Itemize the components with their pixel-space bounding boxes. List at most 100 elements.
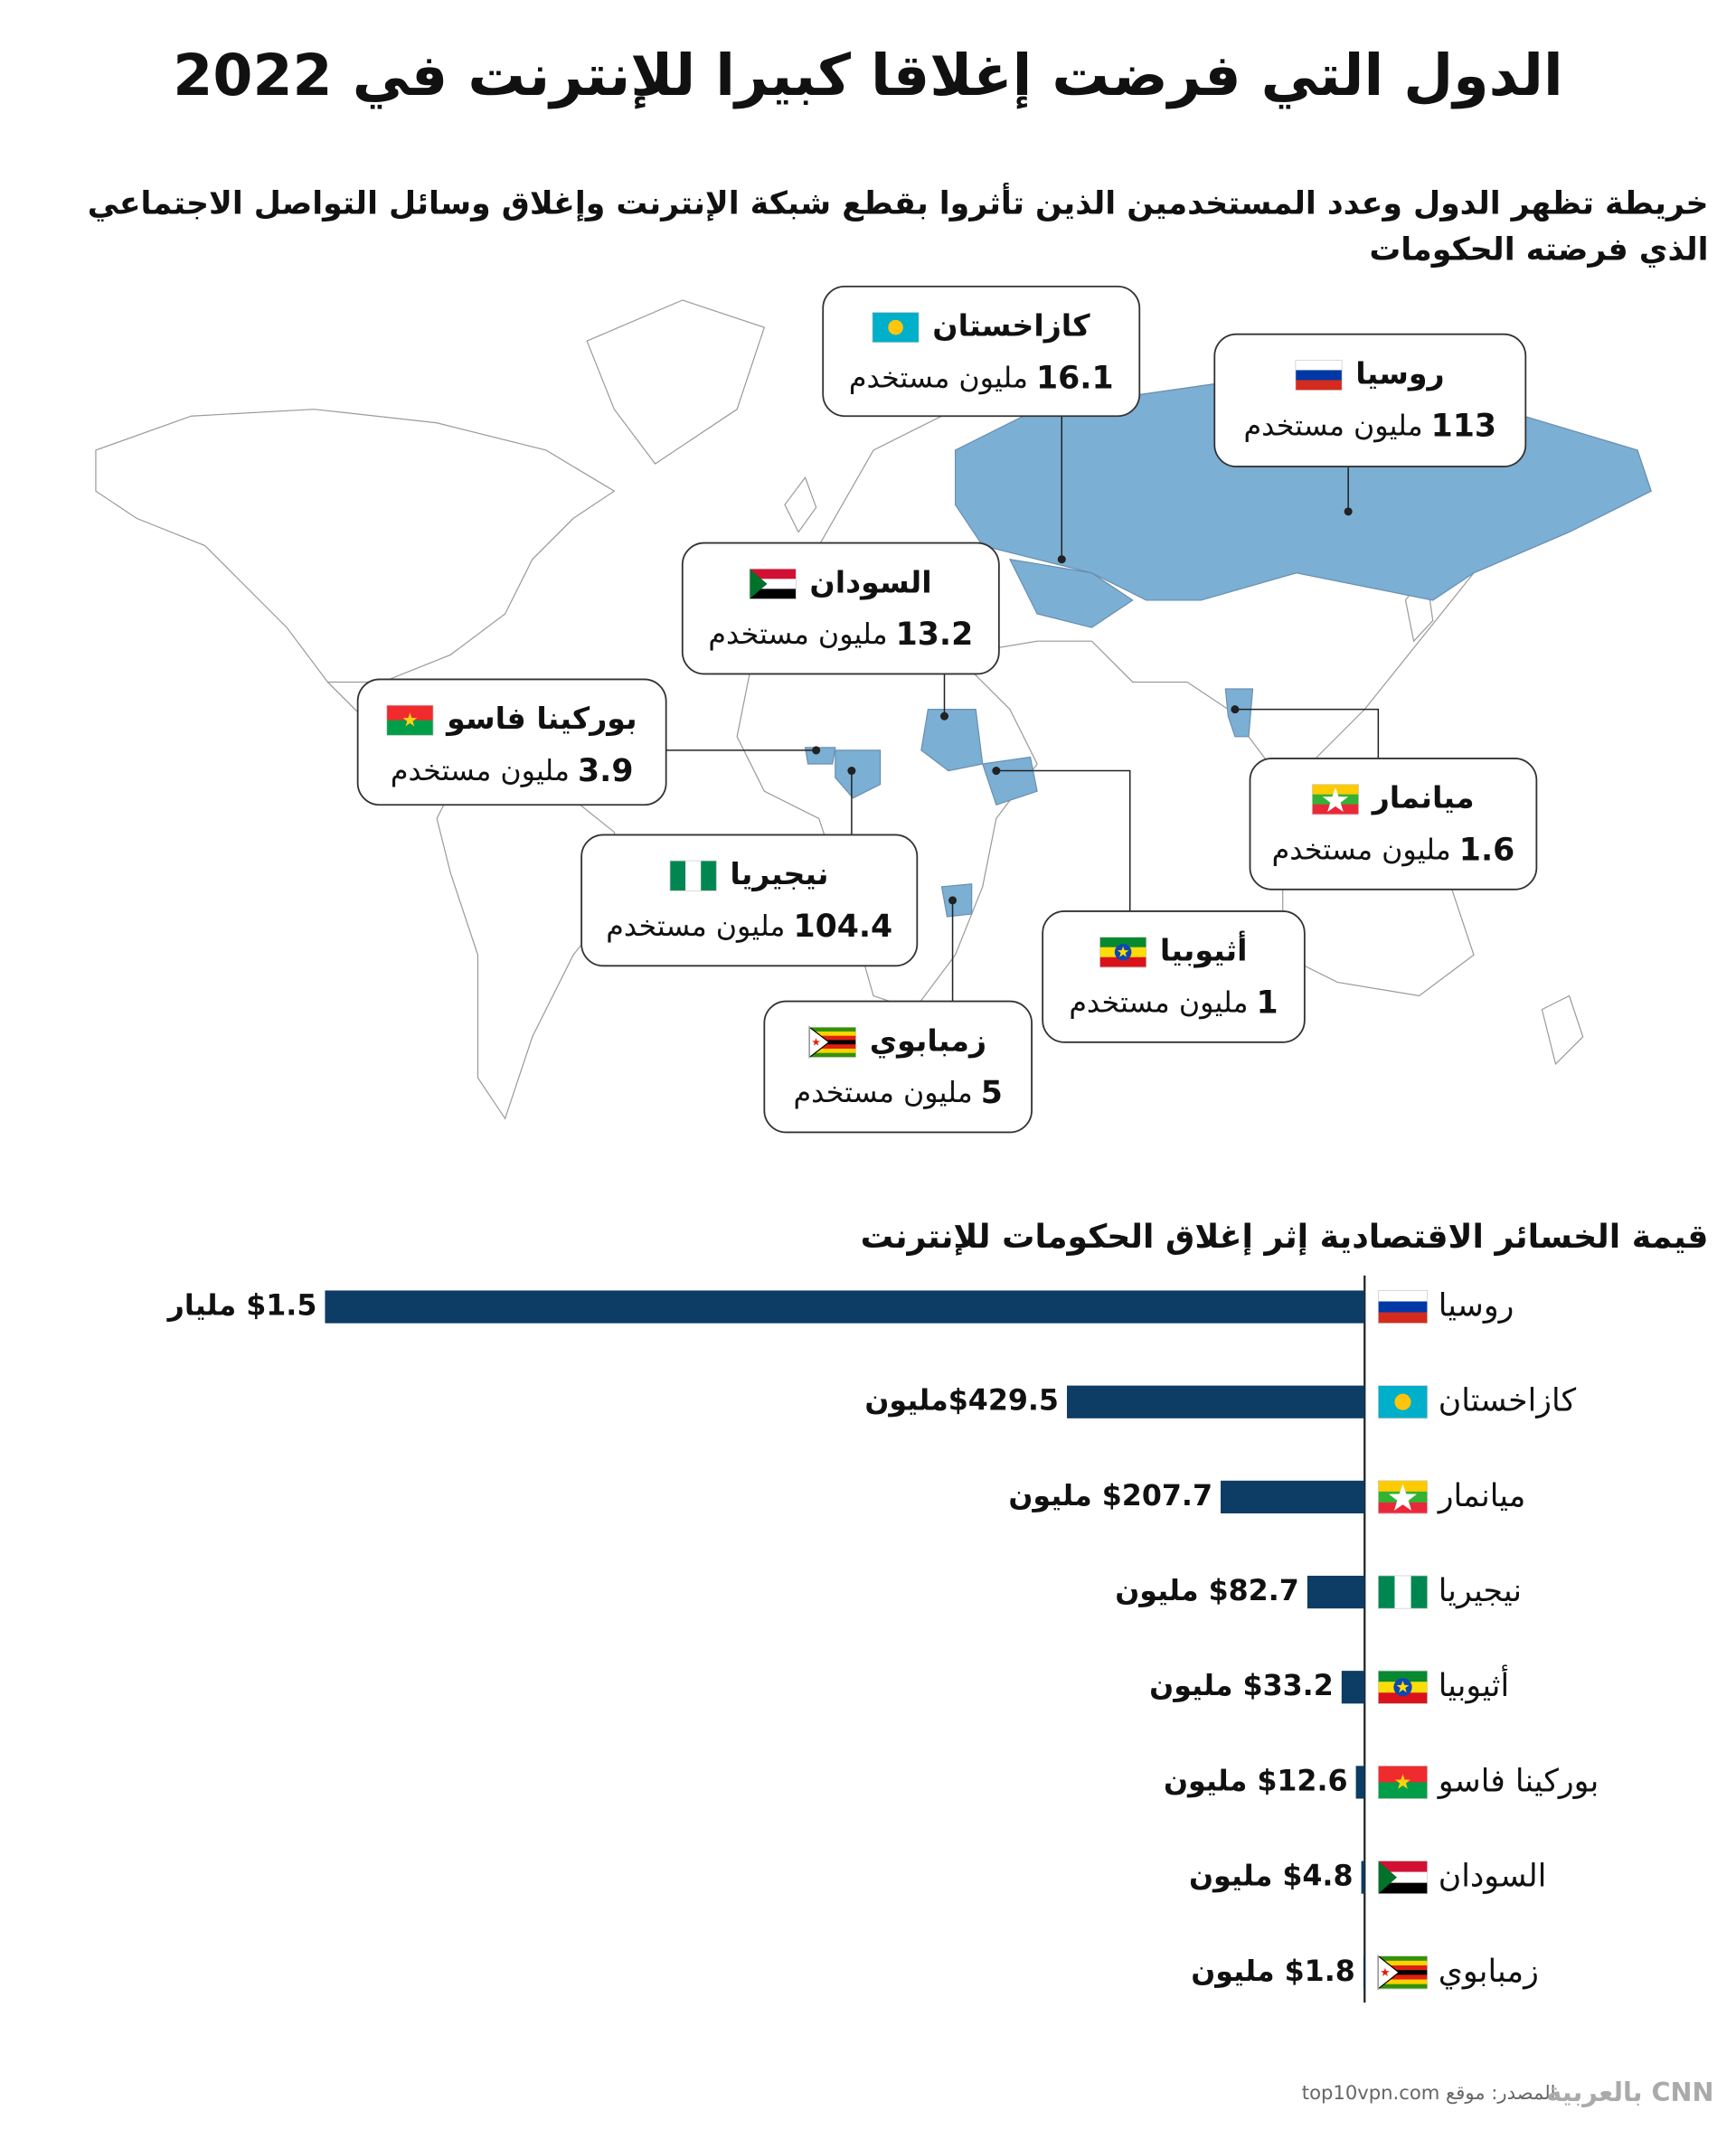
bar: [325, 1290, 1365, 1324]
country-name: ميانمار: [1371, 780, 1475, 815]
country-name: السودان: [809, 564, 931, 600]
flag-stripe: [1378, 1782, 1428, 1799]
land: [586, 299, 766, 465]
category-label: زمبابوي: [1439, 1954, 1539, 1990]
category-label: كازاخستان: [1439, 1383, 1577, 1419]
flag-border: [1377, 1670, 1429, 1704]
value-label: $33.2 مليون: [1149, 1670, 1334, 1702]
leader-line: [1234, 708, 1380, 759]
user-unit: مليون مستخدم: [794, 1077, 973, 1109]
flag-stripe: [1099, 956, 1146, 968]
callout-box: [822, 285, 1141, 418]
flag-stripe: [809, 1027, 856, 1032]
category-label: ميانمار: [1437, 1478, 1526, 1514]
callout-box: [580, 834, 919, 967]
land: [784, 476, 817, 533]
user-count: 113: [1431, 408, 1496, 444]
subtitle: الذي فرضته الحكومات: [1369, 232, 1708, 269]
country-name: زمبابوي: [870, 1022, 986, 1059]
location-dot: [939, 711, 949, 721]
flag-border: [808, 1026, 857, 1058]
user-count: 3.9: [578, 753, 633, 789]
flag-stripe: [809, 1040, 856, 1045]
highlighted-country: [835, 749, 882, 799]
callout-box: [681, 542, 1000, 675]
bar: [1361, 1861, 1365, 1894]
location-dot: [1231, 705, 1240, 714]
flag-star: [1396, 1681, 1410, 1693]
flag-stripe: [1312, 804, 1359, 815]
flag-border: [1099, 937, 1147, 968]
bar: [1307, 1575, 1365, 1609]
flag-stripe: [1099, 937, 1146, 948]
user-unit: مليون مستخدم: [1069, 987, 1248, 1020]
location-dot: [948, 896, 958, 905]
user-count: 5: [981, 1075, 1003, 1111]
flag-star: [1117, 946, 1129, 957]
flag-stripe: [809, 1052, 856, 1058]
value-label: $1.8 مليون: [1191, 1955, 1355, 1988]
flag-stripe: [1378, 1970, 1428, 1975]
flag-star: [1381, 1967, 1390, 1976]
flag-star: [812, 1038, 820, 1046]
land: [95, 409, 616, 711]
land: [1541, 994, 1584, 1066]
flag-stripe: [1394, 1575, 1411, 1609]
flag-stripe: [670, 861, 686, 891]
bar: [1363, 1955, 1365, 1989]
flag-stripe: [750, 569, 797, 580]
category-label: أثيوبيا: [1439, 1664, 1509, 1704]
value-label: $207.7 مليون: [1008, 1480, 1212, 1512]
value-label: $1.5 مليار: [166, 1290, 317, 1323]
title: الدول التي فرضت إغلاقا كبيرا للإنترنت في…: [173, 42, 1562, 109]
value-label: $429.5مليون: [864, 1385, 1059, 1418]
flag-stripe: [1378, 1974, 1428, 1980]
flag-border: [386, 704, 434, 736]
flag-stripe: [685, 861, 702, 891]
callout-box: [356, 678, 667, 806]
user-unit: مليون مستخدم: [708, 618, 887, 651]
user-count: 16.1: [1036, 360, 1114, 396]
flag-stripe: [1378, 1965, 1428, 1971]
user-unit: مليون مستخدم: [391, 755, 570, 787]
country-name: أثيوبيا: [1160, 931, 1248, 969]
flag-stripe: [809, 1031, 856, 1037]
flag-stripe: [1378, 1955, 1428, 1962]
bar: [1221, 1480, 1365, 1514]
flag-stripe: [750, 589, 797, 599]
value-label: $82.7 مليون: [1115, 1575, 1299, 1607]
flag-star: [1322, 787, 1349, 812]
flag-stripe: [1378, 1671, 1428, 1682]
callout-box: [763, 1000, 1033, 1134]
flag-stripe: [750, 579, 797, 589]
flag-triangle: [1378, 1861, 1397, 1894]
flag-border: [1377, 1575, 1429, 1609]
flag-stripe: [1378, 1312, 1428, 1324]
flag-star: [1394, 1774, 1411, 1789]
flag-stripe: [1378, 1861, 1428, 1872]
flag-stripe: [809, 1035, 856, 1041]
flag-stripe: [1378, 1575, 1395, 1609]
flag-sun: [888, 319, 903, 335]
flag-stripe: [1378, 1692, 1428, 1704]
flag-stripe: [1378, 1301, 1428, 1313]
flag-border: [669, 860, 717, 891]
flag-border: [1377, 1861, 1429, 1895]
location-dot: [1344, 507, 1353, 516]
flag-star: [1389, 1484, 1417, 1511]
flag-border: [1295, 359, 1343, 391]
callout-box: [1213, 333, 1527, 467]
flag-stripe: [1378, 1979, 1428, 1984]
category-label: بوركينا فاسو: [1437, 1763, 1599, 1799]
highlighted-country: [920, 709, 984, 772]
flag-stripe: [1410, 1575, 1428, 1609]
flag-stripe: [1295, 380, 1343, 391]
source: المصدر: موقع top10vpn.com: [1302, 2081, 1556, 2104]
callout-box: [1042, 910, 1306, 1043]
flag-border: [749, 568, 797, 599]
flag-stripe: [1378, 1882, 1428, 1894]
flag-stripe: [809, 1044, 856, 1050]
leader-line: [995, 769, 1131, 911]
